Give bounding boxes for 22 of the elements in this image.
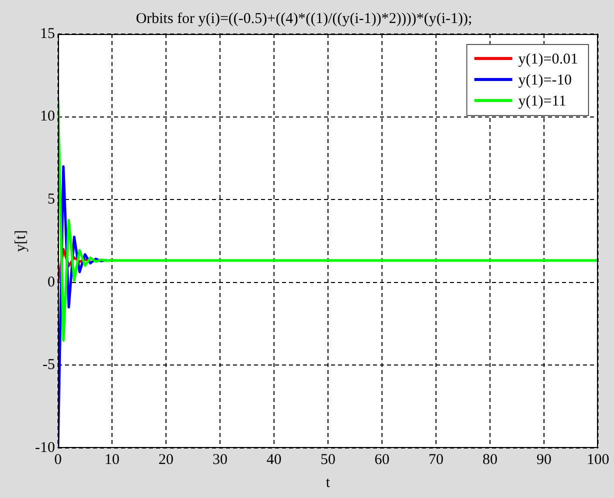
y-tick-label: -5	[42, 357, 55, 374]
y-tick-label: 15	[40, 26, 55, 42]
x-tick-label: 20	[158, 452, 174, 468]
x-tick-label: 90	[536, 452, 552, 468]
y-tick-label: 5	[47, 192, 55, 208]
legend-label: y(1)=11	[518, 93, 566, 110]
x-tick-label: 60	[374, 452, 390, 468]
x-tick-label: 50	[320, 452, 336, 468]
legend-label: y(1)=-10	[518, 72, 572, 88]
x-tick-label: 40	[266, 452, 282, 468]
x-tick-label: 30	[212, 452, 228, 468]
x-tick-label: 100	[586, 452, 610, 468]
x-tick-label: 80	[482, 452, 498, 468]
x-tick-label: 70	[428, 452, 444, 468]
x-axis-title: t	[326, 474, 331, 491]
legend-label: y(1)=0.01	[518, 51, 578, 68]
chart-title: Orbits for y(i)=((-0.5)+((4)*((1)/((y(i-1))*2))))*(y(i-1));	[136, 10, 472, 27]
y-tick-label: 0	[47, 274, 55, 290]
y-tick-label: 10	[40, 108, 55, 125]
y-axis-title: y[t]	[12, 230, 29, 252]
y-tick-label: -10	[34, 440, 55, 456]
x-tick-label: 10	[104, 452, 120, 468]
